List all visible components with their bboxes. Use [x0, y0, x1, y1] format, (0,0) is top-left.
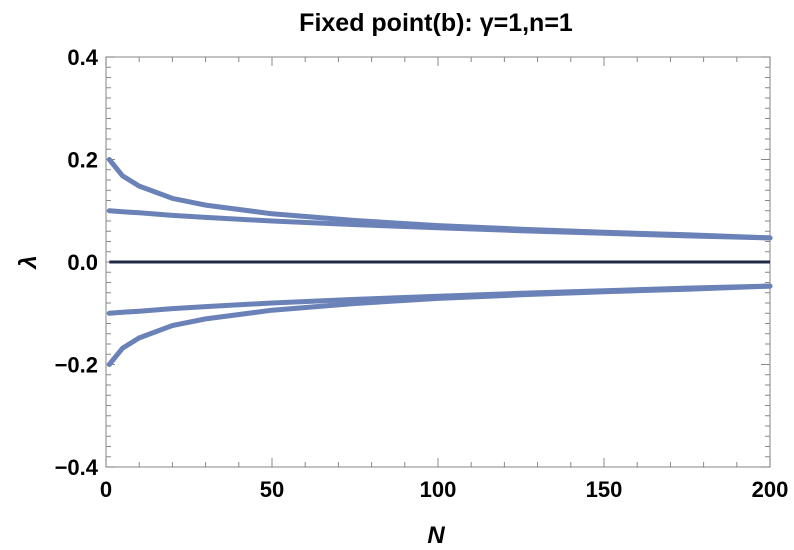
- y-axis-label: λ: [15, 255, 42, 270]
- series-line: [106, 208, 773, 241]
- plot-area: 0 50 100 150 200 −0.4 −0.2 0.0 0.2 0.4: [55, 45, 789, 502]
- x-tick-label: 150: [586, 477, 623, 502]
- x-axis-label: N: [427, 522, 445, 549]
- x-tick-label: 200: [752, 477, 789, 502]
- y-tick-label: 0.4: [67, 45, 98, 70]
- x-tick-label: 50: [260, 477, 284, 502]
- x-tick-label: 0: [100, 477, 112, 502]
- y-tick-label: 0.2: [67, 148, 98, 173]
- chart-title: Fixed point(b): γ=1,n=1: [299, 9, 573, 37]
- y-tick-label: −0.4: [55, 455, 99, 480]
- series-line: [106, 283, 773, 367]
- y-tick-label: −0.2: [55, 353, 98, 378]
- x-tick-label: 100: [420, 477, 457, 502]
- y-tick-label: 0.0: [67, 250, 98, 275]
